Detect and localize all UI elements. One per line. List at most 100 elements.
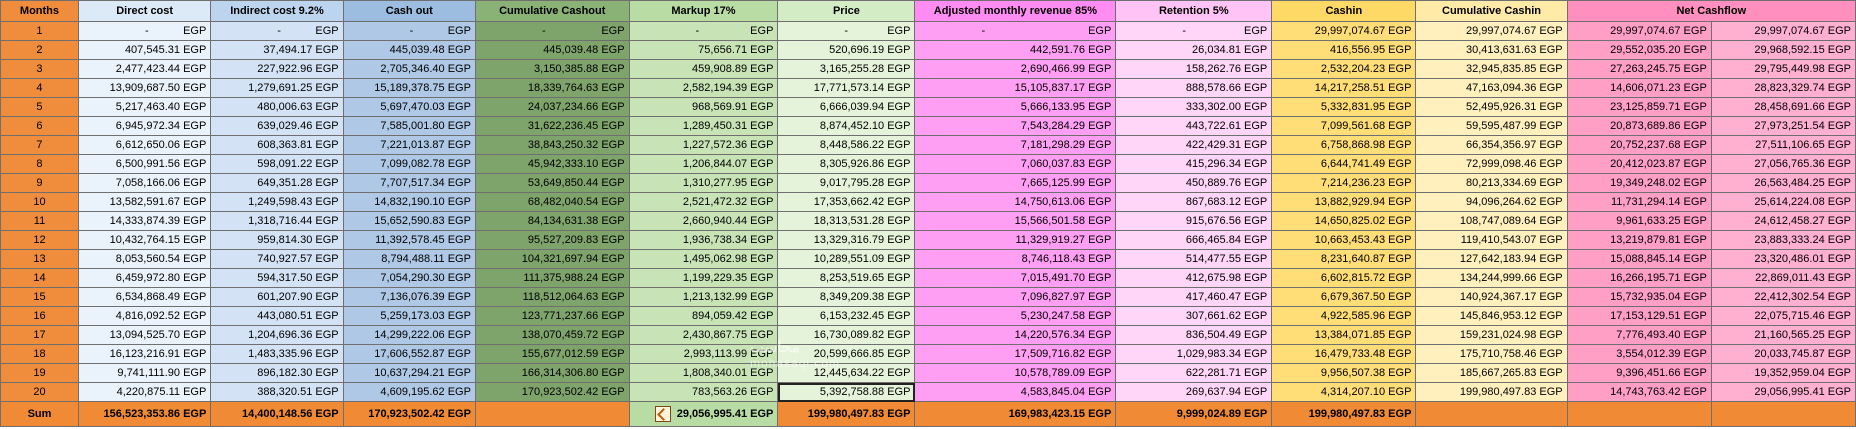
cell-retention[interactable]: 622,281.71 EGP (1115, 363, 1273, 383)
cell-price[interactable]: 5,392,758.88 EGP (777, 382, 916, 402)
cell-markup[interactable]: 1,213,132.99 EGP (628, 287, 779, 307)
cell-cumulative-cashout[interactable]: 155,677,012.59 EGP (474, 344, 630, 364)
cell-net-cashflow-cumulative[interactable]: 28,823,329.74 EGP (1710, 78, 1856, 98)
cell-net-cashflow-cumulative[interactable]: 28,458,691.66 EGP (1710, 97, 1856, 117)
header-markup[interactable]: Markup 17% (628, 0, 779, 22)
cell-direct-cost[interactable]: 8,053,560.54 EGP (77, 249, 212, 269)
cell-cumulative-cashin[interactable]: 108,747,089.64 EGP (1415, 211, 1568, 231)
cell-cashin[interactable]: 8,231,640.87 EGP (1271, 249, 1417, 269)
cell-markup[interactable]: 783,563.26 EGP (628, 382, 779, 402)
cell-cumulative-cashin[interactable]: 185,667,265.83 EGP (1415, 363, 1568, 383)
header-direct-cost[interactable]: Direct cost (77, 0, 212, 22)
cell-net-cashflow-cumulative[interactable]: 23,883,333.24 EGP (1710, 230, 1856, 250)
header-adjusted-revenue[interactable]: Adjusted monthly revenue 85% (914, 0, 1117, 22)
cell-direct-cost[interactable]: 4,816,092.52 EGP (77, 306, 212, 326)
cell-direct-cost[interactable]: 14,333,874.39 EGP (77, 211, 212, 231)
cell-cashin[interactable]: 4,922,585.96 EGP (1271, 306, 1417, 326)
cell-cashin[interactable]: 6,679,367.50 EGP (1271, 287, 1417, 307)
cell-retention[interactable]: 422,429.31 EGP (1115, 135, 1273, 155)
sum-price[interactable]: 199,980,497.83 EGP (777, 401, 916, 427)
cell-price[interactable]: 3,165,255.28 EGP (777, 59, 916, 79)
cell-adjusted-revenue[interactable]: 8,746,118.43 EGP (914, 249, 1117, 269)
cell-net-cashflow-cumulative[interactable]: 29,795,449.98 EGP (1710, 59, 1856, 79)
cell-markup[interactable]: 2,430,867.75 EGP (628, 325, 779, 345)
cell-net-cashflow-cumulative[interactable]: 27,511,106.65 EGP (1710, 135, 1856, 155)
cell-retention[interactable]: 158,262.76 EGP (1115, 59, 1273, 79)
cell-net-cashflow[interactable]: 29,997,074.67 EGP (1566, 21, 1712, 41)
cell-retention[interactable]: 443,722.61 EGP (1115, 116, 1273, 136)
cell-cashin[interactable]: 5,332,831.95 EGP (1271, 97, 1417, 117)
header-cumulative-cashin[interactable]: Cumulative Cashin (1415, 0, 1568, 22)
cell-retention[interactable]: 888,578.66 EGP (1115, 78, 1273, 98)
cell-markup[interactable]: 2,582,194.39 EGP (628, 78, 779, 98)
cell-direct-cost[interactable]: 6,500,991.56 EGP (77, 154, 212, 174)
cell-cashin[interactable]: 6,644,741.49 EGP (1271, 154, 1417, 174)
header-cumulative-cashout[interactable]: Cumulative Cashout (474, 0, 630, 22)
cell-markup[interactable]: 1,808,340.01 EGP (628, 363, 779, 383)
cell-retention[interactable]: 1,029,983.34 EGP (1115, 344, 1273, 364)
cell-net-cashflow[interactable]: 14,606,071.23 EGP (1566, 78, 1712, 98)
cell-markup[interactable]: 1,289,450.31 EGP (628, 116, 779, 136)
cell-net-cashflow-cumulative[interactable]: 22,869,011.43 EGP (1710, 268, 1856, 288)
cell-net-cashflow[interactable]: 19,349,248.02 EGP (1566, 173, 1712, 193)
cell-month[interactable]: 1 (0, 21, 79, 41)
cell-markup[interactable]: 2,993,113.99 EGP (628, 344, 779, 364)
cell-cumulative-cashout[interactable]: 104,321,697.94 EGP (474, 249, 630, 269)
cell-indirect-cost[interactable]: 1,279,691.25 EGP (210, 78, 344, 98)
cell-cumulative-cashout[interactable]: 24,037,234.66 EGP (474, 97, 630, 117)
cell-month[interactable]: 4 (0, 78, 79, 98)
cell-cumulative-cashout[interactable]: - EGP (474, 21, 630, 41)
cell-cash-out[interactable]: 5,259,173.03 EGP (342, 306, 476, 326)
cell-retention[interactable]: 26,034.81 EGP (1115, 40, 1273, 60)
cell-price[interactable]: 6,153,232.45 EGP (777, 306, 916, 326)
cell-direct-cost[interactable]: 9,741,111.90 EGP (77, 363, 212, 383)
cell-price[interactable]: 17,771,573.14 EGP (777, 78, 916, 98)
cell-price[interactable]: 8,349,209.38 EGP (777, 287, 916, 307)
cell-adjusted-revenue[interactable]: 15,105,837.17 EGP (914, 78, 1117, 98)
cell-net-cashflow-cumulative[interactable]: 22,075,715.46 EGP (1710, 306, 1856, 326)
cell-cumulative-cashout[interactable]: 31,622,236.45 EGP (474, 116, 630, 136)
paste-options-icon[interactable] (654, 406, 671, 423)
cell-cumulative-cashin[interactable]: 80,213,334.69 EGP (1415, 173, 1568, 193)
cell-indirect-cost[interactable]: 598,091.22 EGP (210, 154, 344, 174)
cell-adjusted-revenue[interactable]: 7,060,037.83 EGP (914, 154, 1117, 174)
cell-cashin[interactable]: 7,214,236.23 EGP (1271, 173, 1417, 193)
cell-cash-out[interactable]: 7,585,001.80 EGP (342, 116, 476, 136)
cell-net-cashflow-cumulative[interactable]: 27,056,765.36 EGP (1710, 154, 1856, 174)
cell-month[interactable]: 9 (0, 173, 79, 193)
cell-adjusted-revenue[interactable]: 14,750,613.06 EGP (914, 192, 1117, 212)
cell-cash-out[interactable]: 14,299,222.06 EGP (342, 325, 476, 345)
sum-direct-cost[interactable]: 156,523,353.86 EGP (77, 401, 212, 427)
cell-cash-out[interactable]: 10,637,294.21 EGP (342, 363, 476, 383)
cell-direct-cost[interactable]: 4,220,875.11 EGP (77, 382, 212, 402)
cell-month[interactable]: 19 (0, 363, 79, 383)
cell-cashin[interactable]: 13,882,929.94 EGP (1271, 192, 1417, 212)
header-cashin[interactable]: Cashin (1271, 0, 1417, 22)
cell-month[interactable]: 20 (0, 382, 79, 402)
cell-price[interactable]: 17,353,662.42 EGP (777, 192, 916, 212)
sum-net-1-empty[interactable] (1566, 401, 1712, 427)
cell-cash-out[interactable]: - EGP (342, 21, 476, 41)
cell-net-cashflow-cumulative[interactable]: 27,973,251.54 EGP (1710, 116, 1856, 136)
cell-indirect-cost[interactable]: - EGP (210, 21, 344, 41)
cell-price[interactable]: 8,448,586.22 EGP (777, 135, 916, 155)
cell-cash-out[interactable]: 7,099,082.78 EGP (342, 154, 476, 174)
cell-cumulative-cashin[interactable]: 175,710,758.46 EGP (1415, 344, 1568, 364)
cell-price[interactable]: 12,445,634.22 EGP (777, 363, 916, 383)
cell-retention[interactable]: 514,477.55 EGP (1115, 249, 1273, 269)
cell-direct-cost[interactable]: 6,612,650.06 EGP (77, 135, 212, 155)
cell-month[interactable]: 17 (0, 325, 79, 345)
cell-indirect-cost[interactable]: 443,080.51 EGP (210, 306, 344, 326)
cell-cashin[interactable]: 7,099,561.68 EGP (1271, 116, 1417, 136)
cell-price[interactable]: 8,253,519.65 EGP (777, 268, 916, 288)
cell-net-cashflow[interactable]: 20,873,689.86 EGP (1566, 116, 1712, 136)
cell-cashin[interactable]: 29,997,074.67 EGP (1271, 21, 1417, 41)
cell-net-cashflow[interactable]: 9,396,451.66 EGP (1566, 363, 1712, 383)
cell-cumulative-cashout[interactable]: 84,134,631.38 EGP (474, 211, 630, 231)
cell-cumulative-cashin[interactable]: 199,980,497.83 EGP (1415, 382, 1568, 402)
cell-markup[interactable]: 459,908.89 EGP (628, 59, 779, 79)
cell-cash-out[interactable]: 7,136,076.39 EGP (342, 287, 476, 307)
cell-cumulative-cashin[interactable]: 134,244,999.66 EGP (1415, 268, 1568, 288)
cell-net-cashflow-cumulative[interactable]: 29,968,592.15 EGP (1710, 40, 1856, 60)
cell-indirect-cost[interactable]: 227,922.96 EGP (210, 59, 344, 79)
